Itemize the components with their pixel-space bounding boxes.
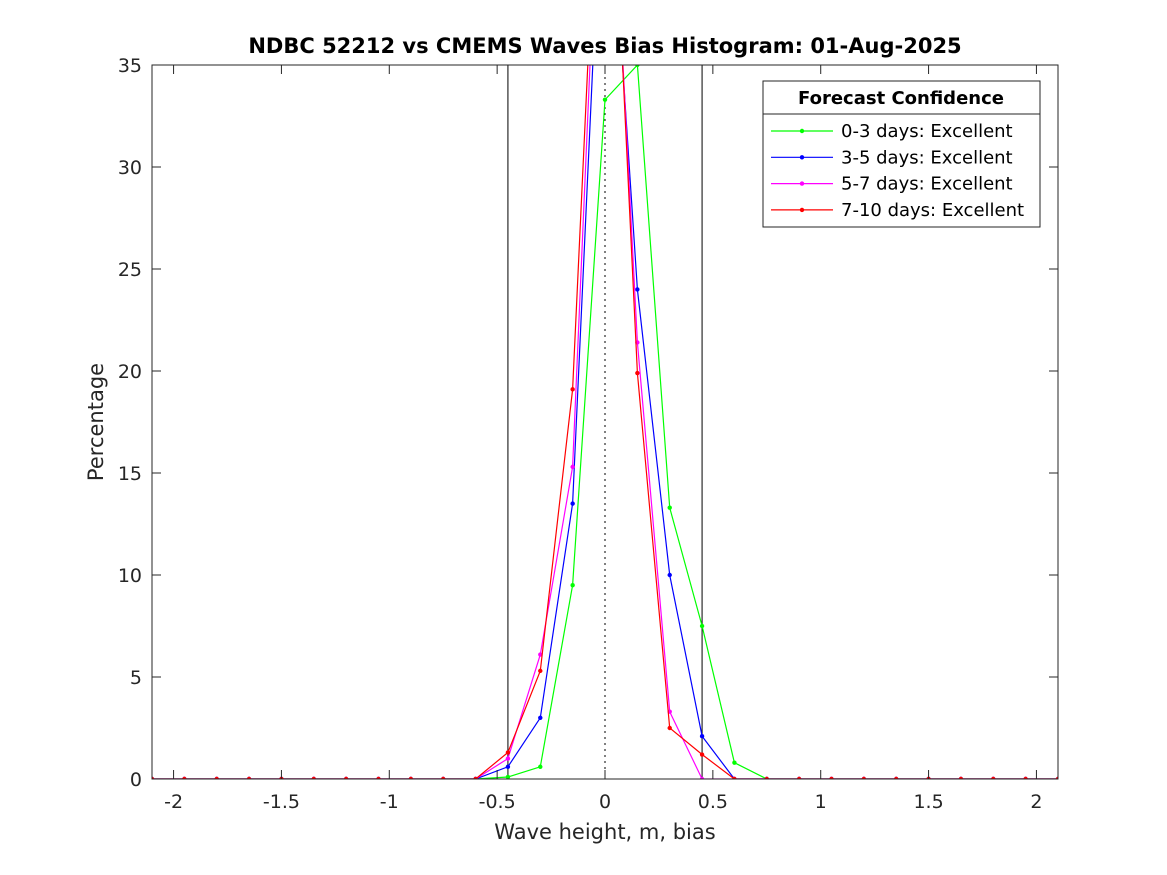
data-point [732, 760, 737, 765]
data-point [538, 764, 543, 769]
data-point [699, 752, 705, 757]
data-point [311, 776, 316, 779]
data-point [473, 776, 478, 779]
data-point [182, 776, 187, 779]
x-axis-label: Wave height, m, bias [494, 820, 715, 844]
x-tick-label: 1.5 [913, 791, 943, 813]
data-point [667, 725, 672, 731]
series-layer [152, 65, 1058, 779]
data-point [894, 776, 899, 779]
data-point [1055, 776, 1058, 779]
data-point [829, 776, 834, 779]
legend-entry-label: 5-7 days: Excellent [841, 174, 1013, 195]
y-tick-label: 35 [118, 55, 142, 77]
data-point [991, 776, 996, 779]
data-point [538, 715, 543, 720]
legend-entry-label: 0-3 days: Excellent [841, 121, 1013, 142]
legend-entry-label: 3-5 days: Excellent [841, 147, 1013, 168]
legend-entry-label: 7-10 days: Excellent [841, 200, 1024, 221]
x-tick-label: 0 [599, 791, 611, 813]
data-point [635, 65, 640, 68]
data-point [732, 776, 737, 779]
data-point [958, 776, 964, 779]
data-point [699, 733, 705, 739]
x-tick-label: 1 [815, 791, 827, 813]
legend-swatch-marker [799, 181, 805, 186]
data-point [152, 776, 155, 779]
data-point [861, 776, 867, 779]
data-point [505, 774, 511, 779]
x-tick-label: -0.5 [479, 791, 516, 813]
y-tick-label: 20 [118, 361, 142, 383]
x-tick-label: -1 [380, 791, 399, 813]
y-tick-label: 30 [118, 157, 142, 179]
data-point [635, 370, 640, 376]
data-point [1023, 776, 1028, 779]
data-point [246, 776, 252, 779]
legend-entries: 0-3 days: Excellent 3-5 days: Excellent 5-… [771, 121, 1024, 221]
legend-entry-0: 0-3 days: Excellent [771, 121, 1013, 142]
x-tick-label: -2 [164, 791, 183, 813]
data-point [570, 464, 575, 470]
legend-title: Forecast Confidence [798, 88, 1004, 109]
data-point [699, 776, 705, 779]
data-point [667, 505, 672, 510]
data-point [408, 776, 414, 779]
data-point [376, 776, 381, 779]
y-tick-label: 0 [130, 769, 142, 791]
data-point [538, 652, 543, 657]
legend-swatch-marker [799, 207, 805, 213]
data-point [505, 756, 511, 761]
data-point [699, 623, 705, 629]
data-point [505, 764, 511, 769]
legend-entry-1: 3-5 days: Excellent [771, 147, 1013, 168]
data-point [570, 387, 575, 392]
data-point [214, 776, 219, 779]
legend-swatch-marker [799, 155, 805, 160]
series-3 [152, 65, 1058, 779]
data-point [505, 750, 511, 755]
data-point [764, 776, 769, 779]
data-point [343, 776, 349, 779]
data-point [441, 776, 446, 779]
x-tick-label: -1.5 [263, 791, 300, 813]
y-tick-label: 10 [118, 565, 142, 587]
y-tick-label: 5 [130, 667, 142, 689]
y-tick-label: 15 [118, 463, 142, 485]
reference-lines [507, 65, 703, 779]
data-point [602, 97, 608, 102]
data-point [570, 501, 575, 506]
x-tick-label: 2 [1030, 791, 1042, 813]
y-tick-label: 25 [118, 259, 142, 281]
y-axis-label: Percentage [84, 363, 108, 481]
legend-box [762, 80, 1041, 228]
legend-swatch-marker [799, 128, 805, 134]
data-point [796, 776, 802, 779]
chart-title: NDBC 52212 vs CMEMS Waves Bias Histogram… [248, 34, 961, 58]
legend-entry-3: 7-10 days: Excellent [771, 200, 1024, 221]
data-point [538, 668, 543, 674]
legend: Forecast Confidence 0-3 days: Excellent 3… [762, 80, 1041, 228]
data-point [667, 572, 672, 578]
x-tick-label: 0.5 [698, 791, 728, 813]
data-point [570, 583, 575, 588]
data-point [635, 287, 640, 292]
legend-entry-2: 5-7 days: Excellent [771, 174, 1013, 195]
